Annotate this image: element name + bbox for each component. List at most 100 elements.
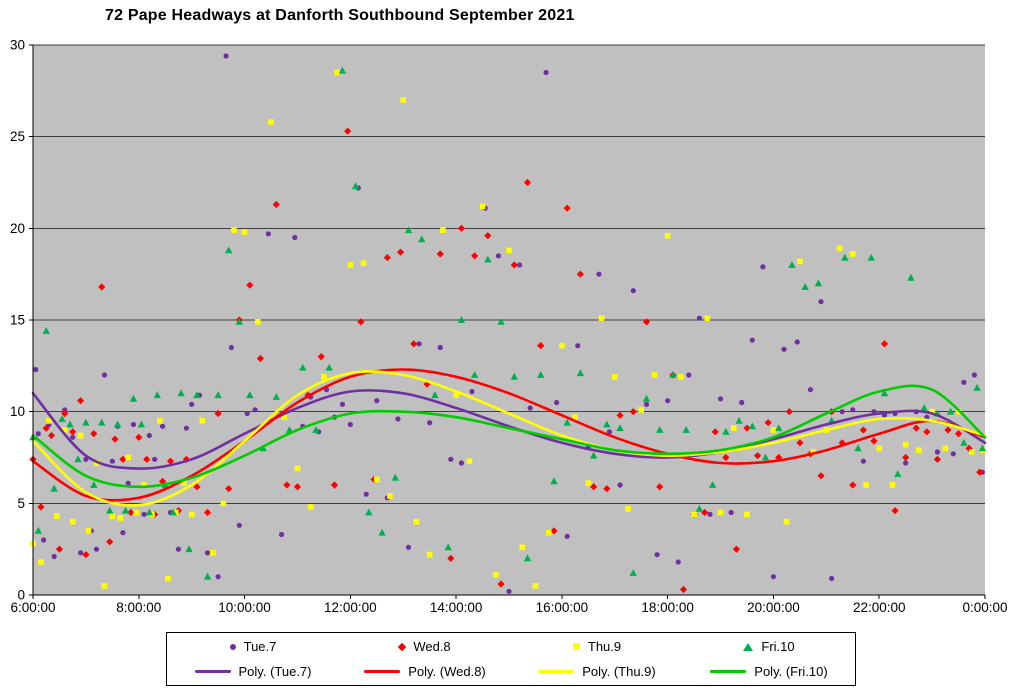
scatter-point-Tue.7 xyxy=(278,531,285,538)
scatter-point-Wed.8 xyxy=(127,508,135,517)
scatter-point-Wed.8 xyxy=(880,340,889,348)
scatter-point-Fri.10 xyxy=(669,371,677,378)
scatter-point-Fri.10 xyxy=(185,545,193,553)
scatter-point-Tue.7 xyxy=(749,337,755,343)
scatter-point-Wed.8 xyxy=(447,554,455,562)
scatter-point-Wed.8 xyxy=(590,483,598,491)
y-tick-label: 30 xyxy=(10,38,25,53)
scatter-point-Fri.10 xyxy=(431,391,439,399)
scatter-point-Wed.8 xyxy=(629,408,637,416)
scatter-point-Tue.7 xyxy=(829,575,835,582)
scatter-point-Wed.8 xyxy=(576,270,584,278)
scatter-point-Wed.8 xyxy=(732,545,741,553)
scatter-point-Fri.10 xyxy=(788,261,796,268)
trend-line-Thu.9 xyxy=(31,370,987,507)
scatter-point-Wed.8 xyxy=(193,483,201,491)
scatter-point-Thu.9 xyxy=(492,572,499,578)
scatter-point-Tue.7 xyxy=(35,431,41,437)
legend-label-thu9: Thu.9 xyxy=(587,639,622,654)
scatter-point-Tue.7 xyxy=(204,550,211,556)
scatter-point-Tue.7 xyxy=(839,409,845,415)
scatter-point-Tue.7 xyxy=(292,234,298,241)
scatter-point-Thu.9 xyxy=(101,583,108,589)
scatter-point-Wed.8 xyxy=(42,424,50,432)
scatter-point-Fri.10 xyxy=(616,424,624,432)
scatter-point-Fri.10 xyxy=(576,369,585,377)
scatter-point-Wed.8 xyxy=(203,508,212,517)
scatter-point-Thu.9 xyxy=(559,342,565,349)
scatter-point-Wed.8 xyxy=(523,178,532,187)
legend-label-tue7: Tue.7 xyxy=(243,639,277,654)
scatter-point-Tue.7 xyxy=(416,341,422,347)
trend-line-Wed.8 xyxy=(31,368,987,502)
scatter-point-Wed.8 xyxy=(616,411,624,419)
scatter-point-Thu.9 xyxy=(321,374,327,380)
scatter-point-Thu.9 xyxy=(373,476,380,483)
scatter-point-Fri.10 xyxy=(121,506,130,514)
scatter-point-Tue.7 xyxy=(215,574,221,580)
poly-thu9-line-icon xyxy=(538,670,575,673)
scatter-point-Tue.7 xyxy=(244,410,250,417)
legend-item-thu9: Thu.9 xyxy=(511,639,683,654)
scatter-point-Fri.10 xyxy=(523,554,532,562)
scatter-point-Fri.10 xyxy=(82,418,90,426)
scatter-point-Tue.7 xyxy=(437,344,443,351)
tue7-circle-marker-icon xyxy=(229,643,236,650)
scatter-point-Thu.9 xyxy=(387,493,393,499)
scatter-point-Wed.8 xyxy=(484,232,492,240)
scatter-point-Thu.9 xyxy=(797,258,803,265)
scatter-point-Fri.10 xyxy=(946,407,955,415)
legend-label-wed8: Wed.8 xyxy=(413,639,451,654)
scatter-point-Fri.10 xyxy=(550,477,558,485)
scatter-point-Fri.10 xyxy=(391,473,399,481)
poly-wed8-line-icon xyxy=(364,670,401,673)
scatter-point-Fri.10 xyxy=(272,393,280,400)
scatter-point-Wed.8 xyxy=(870,437,878,445)
scatter-point-Thu.9 xyxy=(810,449,816,455)
scatter-point-Thu.9 xyxy=(572,414,578,420)
legend-label-poly-wed8: Poly. (Wed.8) xyxy=(408,664,486,679)
chart-svg: 0 5 10 15 20 25 30 6:00:00 8:00:00 10:00:00 12:00:… xyxy=(10,38,1008,616)
scatter-point-Wed.8 xyxy=(82,551,90,559)
scatter-point-Tue.7 xyxy=(575,343,581,349)
scatter-point-Thu.9 xyxy=(54,513,60,519)
scatter-point-Tue.7 xyxy=(183,425,189,431)
scatter-point-Thu.9 xyxy=(678,374,684,380)
scatter-point-Tue.7 xyxy=(686,372,692,378)
scatter-point-Thu.9 xyxy=(268,119,274,125)
scatter-point-Wed.8 xyxy=(891,507,899,515)
scatter-point-Thu.9 xyxy=(85,528,92,534)
scatter-point-Tue.7 xyxy=(643,401,650,407)
scatter-point-Wed.8 xyxy=(954,430,963,438)
scatter-point-Thu.9 xyxy=(453,392,459,398)
scatter-point-Tue.7 xyxy=(543,69,549,76)
scatter-point-Fri.10 xyxy=(325,363,333,371)
wed8-diamond-marker-icon xyxy=(398,642,407,651)
scatter-point-Thu.9 xyxy=(730,425,737,431)
scatter-point-Wed.8 xyxy=(166,457,175,465)
scatter-point-Thu.9 xyxy=(506,247,512,254)
scatter-point-Thu.9 xyxy=(38,559,44,565)
scatter-point-Wed.8 xyxy=(701,508,709,517)
scatter-point-Tue.7 xyxy=(564,533,570,539)
scatter-point-Thu.9 xyxy=(440,227,446,233)
scatter-point-Thu.9 xyxy=(69,518,76,525)
legend-label-poly-fri10: Poly. (Fri.10) xyxy=(754,664,828,679)
scatter-point-Tue.7 xyxy=(606,429,613,435)
scatter-point-Fri.10 xyxy=(589,451,598,459)
scatter-point-Fri.10 xyxy=(50,484,58,492)
scatter-point-Wed.8 xyxy=(510,261,518,269)
scatter-point-Thu.9 xyxy=(625,506,631,512)
scatter-point-Fri.10 xyxy=(978,444,987,452)
scatter-point-Tue.7 xyxy=(252,407,258,413)
scatter-point-Fri.10 xyxy=(642,394,651,402)
y-tick-label: 20 xyxy=(10,221,25,236)
scatter-point-Fri.10 xyxy=(735,416,743,424)
scatter-point-Wed.8 xyxy=(55,545,64,553)
scatter-point-Thu.9 xyxy=(400,97,407,103)
scatter-point-Fri.10 xyxy=(351,182,360,190)
scatter-point-Tue.7 xyxy=(265,231,271,237)
scatter-point-Tue.7 xyxy=(228,344,234,351)
scatter-point-Fri.10 xyxy=(113,420,122,428)
scatter-point-Wed.8 xyxy=(764,419,772,427)
